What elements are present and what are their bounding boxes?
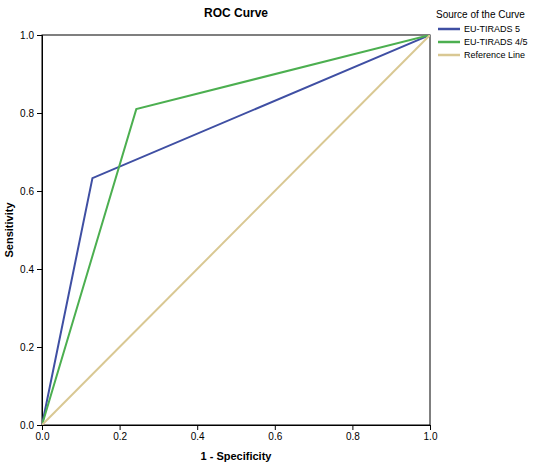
legend: Source of the Curve EU-TIRADS 5 EU-TIRADS …: [436, 9, 528, 60]
legend-swatch: [438, 28, 460, 31]
legend-label: EU-TIRADS 5: [464, 24, 520, 34]
series-line: [42, 35, 430, 425]
y-tick-mark: [37, 35, 42, 36]
y-tick: 0.2: [20, 342, 42, 353]
x-tick-mark: [197, 425, 198, 430]
y-tick-label: 0.2: [20, 342, 34, 353]
x-tick-mark: [430, 425, 431, 430]
x-tick-label: 0.6: [268, 431, 282, 442]
x-tick: 0.2: [113, 425, 127, 442]
legend-swatch: [438, 54, 460, 57]
y-axis-line: [37, 36, 43, 426]
y-tick-mark: [37, 425, 42, 426]
y-tick-label: 0.4: [20, 264, 34, 275]
y-tick-mark: [37, 269, 42, 270]
x-tick-label: 0.8: [346, 431, 360, 442]
x-tick-label: 0.4: [191, 431, 205, 442]
x-axis-line: [43, 426, 431, 431]
chart-title: ROC Curve: [204, 6, 268, 20]
x-axis: 0.0 0.2 0.4 0.6 0.8 1.0: [36, 425, 438, 442]
x-tick-mark: [120, 425, 121, 430]
x-tick-label: 0.2: [113, 431, 127, 442]
plot-frame: [42, 35, 430, 425]
y-tick-label: 0.0: [20, 420, 34, 431]
y-tick: 0.4: [20, 264, 42, 275]
legend-title: Source of the Curve: [436, 9, 525, 20]
x-axis-title: 1 - Specificity: [201, 450, 273, 462]
y-tick-label: 1.0: [20, 30, 34, 41]
y-tick: 0.0: [20, 420, 42, 431]
x-tick-label: 1.0: [424, 431, 438, 442]
legend-swatch: [438, 41, 460, 44]
series-line: [42, 35, 430, 425]
y-axis-title: Sensitivity: [3, 202, 15, 258]
x-tick: 0.4: [191, 425, 205, 442]
chart: 0.0 0.2 0.4 0.6 0.8 1.0 0.0 0.2 0.4 0.6 0.8 1.0 ROC …: [0, 0, 539, 472]
x-tick-label: 0.0: [36, 431, 50, 442]
x-tick: 0.6: [268, 425, 282, 442]
x-tick-mark: [275, 425, 276, 430]
y-axis: 0.0 0.2 0.4 0.6 0.8 1.0: [20, 30, 42, 431]
x-tick: 0.0: [36, 425, 50, 442]
series-line: [42, 35, 430, 425]
y-tick-mark: [37, 191, 42, 192]
y-tick: 0.8: [20, 108, 42, 119]
y-tick-label: 0.8: [20, 108, 34, 119]
y-tick-label: 0.6: [20, 186, 34, 197]
y-tick: 0.6: [20, 186, 42, 197]
plot-area: [42, 35, 430, 425]
y-tick-mark: [37, 113, 42, 114]
legend-label: Reference Line: [464, 50, 525, 60]
y-tick: 1.0: [20, 30, 42, 41]
y-tick-mark: [37, 347, 42, 348]
x-tick: 0.8: [346, 425, 360, 442]
x-tick: 1.0: [424, 425, 438, 442]
legend-label: EU-TIRADS 4/5: [464, 37, 528, 47]
x-tick-mark: [352, 425, 353, 430]
